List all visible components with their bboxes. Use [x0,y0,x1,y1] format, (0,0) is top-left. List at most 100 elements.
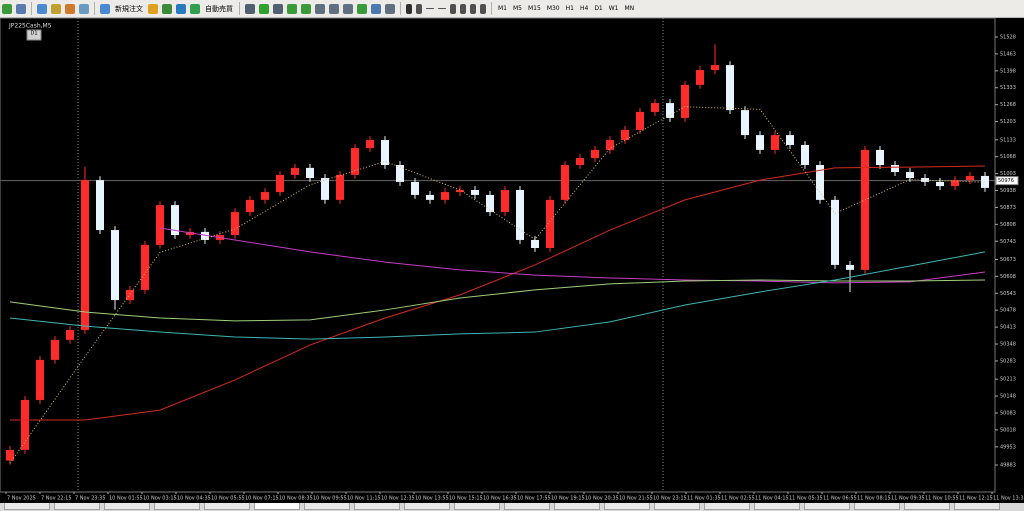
new-chart-icon[interactable] [2,3,12,14]
timeframe[interactable]: M1 [498,5,507,12]
candle-body [486,194,494,213]
candle-body [591,149,599,158]
chart-tab[interactable] [954,503,1000,510]
candle-body [891,165,899,173]
channel-icon[interactable] [450,3,456,14]
tester-icon[interactable] [79,3,89,14]
templates-icon[interactable] [385,3,395,14]
candle-body [426,194,434,200]
editor-icon[interactable] [148,3,158,14]
candle-body [966,175,974,181]
candle-body [291,167,299,175]
zoom-out-icon[interactable] [301,3,311,14]
cursor-icon[interactable] [406,3,412,14]
candle-body [666,103,674,118]
chart-tab[interactable] [654,503,700,510]
candle-body [276,174,284,193]
community-icon[interactable] [176,3,186,14]
y-tick-label: 51333 [1000,85,1016,91]
indicator-line [9,251,986,340]
x-tick-label: 10 Nov 11:15 [347,496,381,502]
chart-tab[interactable] [754,503,800,510]
candle-body [381,140,389,166]
tile-icon[interactable] [315,3,325,14]
timeframe[interactable]: D1 [594,5,603,12]
y-tick-label: 50608 [1000,274,1016,280]
chart-tab[interactable] [404,503,450,510]
timeframe[interactable]: W1 [608,5,619,12]
crosshair-icon[interactable] [416,3,422,14]
label-icon[interactable] [480,3,486,14]
candle-icon[interactable] [259,3,269,14]
y-tick-label: 50018 [1000,427,1016,433]
x-tick-label: 10 Nov 03:15 [143,496,177,502]
candle-body [411,181,419,195]
chart-tab[interactable] [804,503,850,510]
candle-body [141,244,149,290]
x-tick-label: 10 Nov 15:15 [449,496,483,502]
y-tick-label: 50213 [1000,377,1016,383]
indicators-icon[interactable] [357,3,367,14]
x-tick-label: 10 Nov 20:35 [585,496,619,502]
timeframe[interactable]: H4 [579,5,589,12]
x-tick-label: 10 Nov 13:55 [415,496,449,502]
hline-icon[interactable] [426,8,434,9]
x-tick-label: 10 Nov 01:55 [109,496,143,502]
chart-tab[interactable] [454,503,500,510]
x-tick-label: 10 Nov 08:35 [279,496,313,502]
zoom-in-icon[interactable] [287,3,297,14]
new-order-button[interactable]: 新規注文 [115,4,143,13]
signals-icon[interactable] [162,3,172,14]
chart-tab[interactable] [304,503,350,510]
fibo-icon[interactable] [460,3,466,14]
trendline-icon[interactable] [438,8,446,9]
chart-tab[interactable] [254,503,300,510]
chart-tab[interactable] [354,503,400,510]
shift-icon[interactable] [343,3,353,14]
market-watch-icon[interactable] [37,3,47,14]
chart-tab[interactable] [904,503,950,510]
candle-body [726,65,734,111]
chart-tab[interactable] [154,503,200,510]
chart-tab[interactable] [854,503,900,510]
candle-body [741,110,749,136]
y-tick-label: 49883 [1000,463,1016,469]
profiles-icon[interactable] [16,3,26,14]
chart-tab[interactable] [704,503,750,510]
chart-tab[interactable] [604,503,650,510]
candle-body [66,329,74,340]
y-tick-label: 50543 [1000,291,1016,297]
timeframe[interactable]: M5 [513,5,522,12]
timeframe[interactable]: M15 [528,5,541,12]
candle-body [951,180,959,187]
chart-tab[interactable] [554,503,600,510]
y-tick-label: 50283 [1000,358,1016,364]
chart-tab[interactable] [204,503,250,510]
timeframe[interactable]: MN [624,5,635,12]
x-tick-label: 7 Nov 23:35 [75,496,106,502]
order-icon[interactable] [100,3,110,14]
indicator-line [10,165,986,421]
x-tick-label: 11 Nov 09:35 [891,496,925,502]
candle-body [51,339,59,360]
chart-tab[interactable] [54,503,100,510]
candle-body [786,135,794,145]
navigator-icon[interactable] [51,3,61,14]
line-chart-icon[interactable] [273,3,283,14]
chart-tab[interactable] [104,503,150,510]
text-icon[interactable] [470,3,476,14]
candle-body [771,135,779,150]
chart-tab[interactable] [4,503,50,510]
terminal-icon[interactable] [65,3,75,14]
autotrading-button[interactable]: 自動売買 [205,4,233,13]
autotrading-icon[interactable] [190,3,200,14]
scroll-icon[interactable] [329,3,339,14]
periods-icon[interactable] [371,3,381,14]
chart-tab[interactable] [504,503,550,510]
timeframe[interactable]: H1 [565,5,574,12]
y-tick-label: 50743 [1000,239,1016,245]
timeframe[interactable]: M30 [546,5,560,12]
bar-chart-icon[interactable] [245,3,255,14]
candle-body [906,172,914,179]
candle-body [816,165,824,200]
